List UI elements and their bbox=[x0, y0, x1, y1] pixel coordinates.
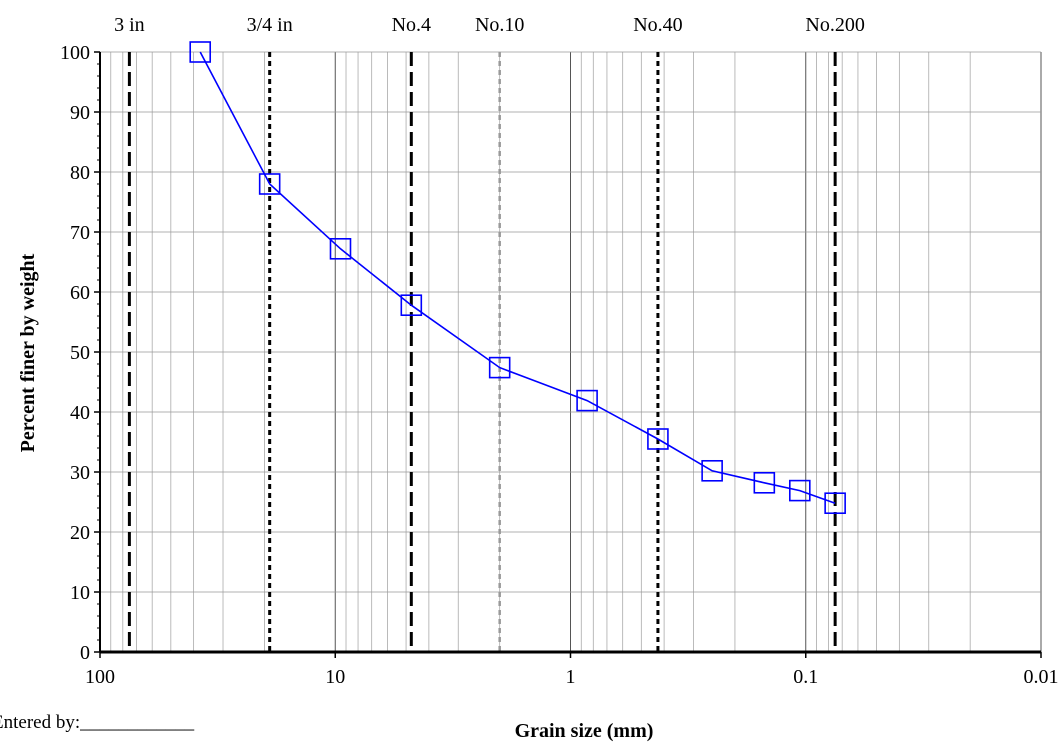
y-tick-label: 10 bbox=[70, 582, 90, 604]
data-series bbox=[189, 41, 846, 515]
y-tick-label: 60 bbox=[70, 282, 90, 304]
data-point-marker bbox=[258, 173, 281, 195]
y-tick-label: 50 bbox=[70, 342, 90, 364]
data-point-marker bbox=[576, 389, 598, 412]
y-tick-label: 30 bbox=[70, 462, 90, 484]
x-axis-title: Grain size (mm) bbox=[515, 720, 654, 742]
y-tick-label: 70 bbox=[70, 222, 90, 244]
x-tick-label: 100 bbox=[85, 666, 115, 688]
sieve-label: No.10 bbox=[475, 14, 524, 36]
x-tick-label: 0.1 bbox=[793, 666, 818, 688]
y-tick-label: 40 bbox=[70, 402, 90, 424]
x-tick-label: 10 bbox=[325, 666, 345, 688]
y-tick-label: 90 bbox=[70, 102, 90, 124]
sieve-lines: 3 in 3/4 in No.4 No.10 No.40 No.200 bbox=[114, 14, 865, 652]
axis-ticks: 0 10 20 30 40 50 60 70 80 90 100 100 10 1 0.1 0.01 bbox=[60, 42, 1059, 688]
y-tick-label: 20 bbox=[70, 522, 90, 544]
series-line bbox=[199, 51, 836, 504]
x-tick-label: 0.01 bbox=[1024, 666, 1059, 688]
sieve-label: 3 in bbox=[114, 14, 145, 36]
data-point-marker bbox=[647, 428, 669, 450]
y-tick-label: 80 bbox=[70, 162, 90, 184]
sieve-label: No.40 bbox=[633, 14, 682, 36]
data-point-marker bbox=[701, 459, 723, 482]
sieve-label: No.4 bbox=[392, 14, 431, 36]
entered-by-label: Entered by:____________ bbox=[0, 712, 195, 733]
y-tick-label: 0 bbox=[80, 642, 90, 664]
data-point-marker bbox=[788, 479, 811, 502]
y-tick-label: 100 bbox=[60, 42, 90, 64]
y-axis-title: Percent finer by weight bbox=[17, 253, 39, 452]
data-point-marker bbox=[753, 471, 776, 494]
grid-lines bbox=[100, 51, 1042, 652]
sieve-label: 3/4 in bbox=[247, 14, 293, 36]
sieve-label: No.200 bbox=[805, 14, 864, 36]
data-point-marker bbox=[824, 492, 846, 515]
data-point-marker bbox=[189, 41, 212, 63]
x-tick-label: 1 bbox=[566, 666, 576, 688]
data-point-marker bbox=[400, 294, 423, 317]
data-point-marker bbox=[329, 238, 352, 260]
data-point-marker bbox=[488, 356, 511, 379]
